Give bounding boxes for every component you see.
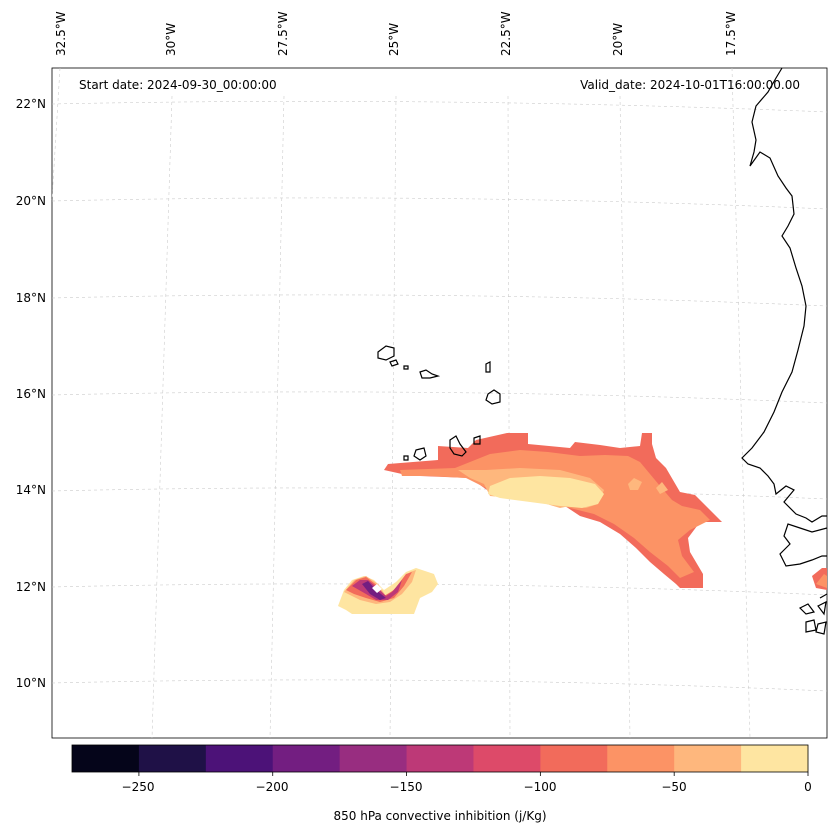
lon-label-17-5w: 17.5°W [724, 11, 738, 56]
parallel-16n [51, 391, 828, 404]
bissagos-islands [798, 600, 827, 635]
map-frame [51, 67, 828, 739]
colorbar-swatch [741, 745, 809, 772]
cape-verde-santa-luzia [403, 365, 409, 370]
colorbar-swatch [607, 745, 675, 772]
cin-sw-ring4 [362, 581, 386, 600]
meridian-20w [619, 95, 631, 739]
cape-verde-boa-vista [485, 389, 501, 405]
meridian-17-5w [731, 67, 751, 739]
meridian-22-5w [507, 95, 511, 739]
meridian-30w [151, 95, 173, 739]
lon-label-30w: 30°W [164, 22, 178, 56]
colorbar-tick-label: 0 [804, 780, 812, 794]
colorbar-swatch [674, 745, 742, 772]
parallel-20n [51, 197, 828, 210]
cape-verde-santiago [449, 435, 467, 457]
coastlines [377, 67, 828, 635]
gridlines [51, 67, 828, 739]
colorbar-label: 850 hPa convective inhibition (j/Kg) [333, 809, 547, 823]
cin-band-0-to-minus25 [488, 476, 604, 508]
lat-label-16n: 16°N [15, 387, 46, 401]
colorbar-swatch [339, 745, 408, 772]
colorbar [72, 745, 809, 772]
colorbar-swatch [406, 745, 474, 772]
cin-sw-ring2 [346, 572, 412, 602]
parallel-10n [51, 679, 828, 692]
cape-verde-sal [485, 361, 491, 373]
cape-verde-sao-vicente [389, 359, 399, 367]
valid-date-text: Valid_date: 2024-10-01T16:00:00.00 [580, 78, 800, 92]
colorbar-tick-label: −150 [389, 780, 423, 794]
lat-label-12n: 12°N [15, 580, 46, 594]
start-date-text: Start date: 2024-09-30_00:00:00 [79, 78, 277, 92]
cin-sw-hole [372, 584, 382, 593]
colorbar-ticks [138, 772, 809, 776]
cin-main-field [384, 433, 827, 590]
lon-label-20w: 20°W [611, 22, 625, 56]
lat-label-18n: 18°N [15, 291, 46, 305]
colorbar-frame [71, 744, 809, 773]
cin-patch-east2 [656, 482, 668, 494]
meridian-32-5w [51, 67, 61, 201]
parallel-14n [51, 487, 828, 500]
lat-label-22n: 22°N [15, 97, 46, 111]
lat-label-20n: 20°N [15, 194, 46, 208]
cape-verde-fogo [413, 447, 427, 461]
cape-verde-brava [403, 455, 409, 461]
lon-label-27-5w: 27.5°W [276, 11, 290, 56]
meridian-25w [389, 95, 397, 739]
cape-verde-maio [473, 435, 481, 445]
parallel-12n [51, 583, 828, 596]
colorbar-swatch [272, 745, 341, 772]
cape-verde-santo-antao [377, 345, 395, 361]
lat-label-10n: 10°N [15, 676, 46, 690]
parallel-22n [51, 101, 828, 113]
cin-patch-east [628, 478, 642, 490]
lon-label-22-5w: 22.5°W [499, 11, 513, 56]
colorbar-swatch [473, 745, 541, 772]
africa-coast-south [779, 523, 828, 567]
colorbar-swatch [540, 745, 608, 772]
colorbar-tick-label: −100 [523, 780, 557, 794]
cin-band-coast-inner [816, 574, 827, 588]
parallel-18n [51, 294, 828, 307]
colorbar-swatch [138, 745, 207, 772]
meridian-27-5w [269, 95, 285, 739]
cape-verde-sao-nicolau [419, 369, 441, 379]
lon-label-25w: 25°W [387, 22, 401, 56]
colorbar-tick-label: −250 [121, 780, 155, 794]
colorbar-swatch [205, 745, 274, 772]
cin-southwest-field [338, 568, 438, 614]
guinea-coast [819, 593, 828, 599]
lat-label-14n: 14°N [15, 483, 46, 497]
colorbar-swatch [72, 745, 140, 772]
africa-coast [741, 67, 827, 523]
colorbar-tick-label: −50 [661, 780, 687, 794]
lon-label-32-5w: 32.5°W [54, 11, 68, 56]
colorbar-tick-label: −200 [255, 780, 289, 794]
